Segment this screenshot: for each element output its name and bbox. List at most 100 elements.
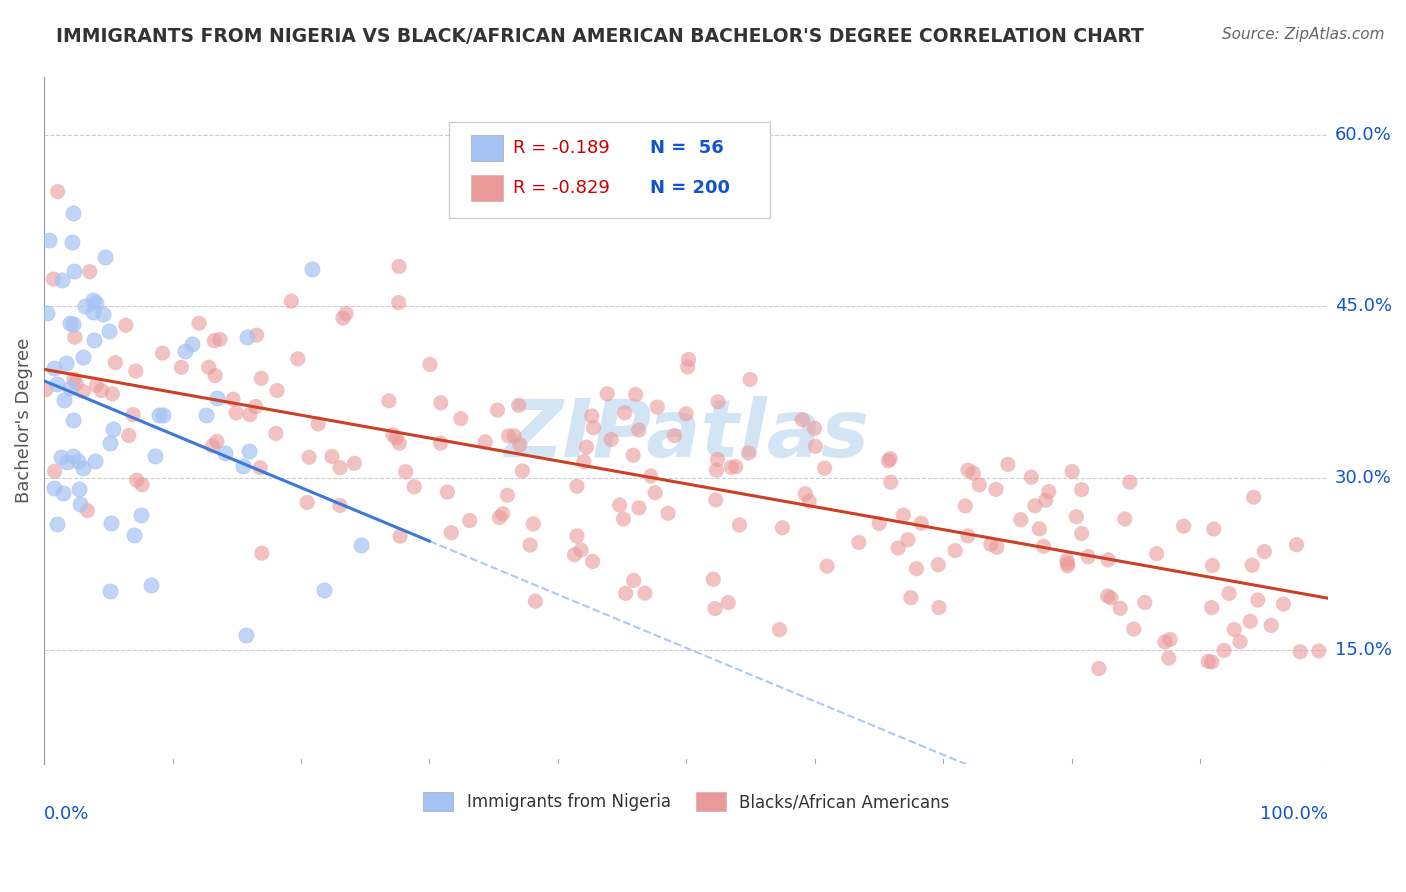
Point xyxy=(122,408,145,422)
Point xyxy=(321,450,343,464)
Point xyxy=(37,306,59,320)
Point xyxy=(62,449,84,463)
Point xyxy=(225,406,247,420)
Point xyxy=(891,508,914,523)
Point xyxy=(955,499,977,513)
Legend: Immigrants from Nigeria, Blacks/African Americans: Immigrants from Nigeria, Blacks/African … xyxy=(416,785,956,818)
Point xyxy=(645,400,668,414)
Point xyxy=(208,333,231,347)
Point xyxy=(794,487,817,501)
Point xyxy=(122,528,145,542)
Point xyxy=(419,357,441,371)
Point xyxy=(492,507,515,521)
Point xyxy=(512,464,534,478)
Point xyxy=(1241,558,1264,573)
Point xyxy=(815,559,838,574)
Point xyxy=(624,387,647,401)
Text: 60.0%: 60.0% xyxy=(1334,126,1392,144)
Point xyxy=(887,541,910,555)
Point xyxy=(720,460,742,475)
Point xyxy=(1119,475,1142,490)
Point xyxy=(804,439,827,453)
Point xyxy=(131,477,153,491)
Point xyxy=(205,434,228,449)
Point xyxy=(90,384,112,398)
Point xyxy=(114,318,136,333)
Point xyxy=(44,464,66,478)
Point xyxy=(101,386,124,401)
Point xyxy=(55,356,77,370)
Point xyxy=(307,417,329,431)
Point xyxy=(1153,635,1175,649)
Point xyxy=(429,396,451,410)
Text: 0.0%: 0.0% xyxy=(44,805,90,823)
Point xyxy=(879,451,901,466)
Point xyxy=(201,439,224,453)
Point xyxy=(404,480,426,494)
Point xyxy=(1019,470,1042,484)
Text: 100.0%: 100.0% xyxy=(1260,805,1329,823)
Point xyxy=(350,538,373,552)
Point xyxy=(194,409,217,423)
Point xyxy=(986,540,1008,554)
Point xyxy=(706,452,728,467)
Point xyxy=(125,364,148,378)
Point xyxy=(125,473,148,487)
Point xyxy=(139,578,162,592)
Text: IMMIGRANTS FROM NIGERIA VS BLACK/AFRICAN AMERICAN BACHELOR'S DEGREE CORRELATION : IMMIGRANTS FROM NIGERIA VS BLACK/AFRICAN… xyxy=(56,27,1144,45)
Point xyxy=(1197,655,1219,669)
Point xyxy=(900,591,922,605)
Point xyxy=(214,446,236,460)
Point xyxy=(44,481,66,495)
Point xyxy=(657,506,679,520)
Point xyxy=(56,455,79,469)
Point xyxy=(1213,643,1236,657)
Point xyxy=(1157,651,1180,665)
FancyBboxPatch shape xyxy=(449,122,769,219)
Point xyxy=(980,537,1002,551)
Point xyxy=(519,538,541,552)
Point xyxy=(94,250,117,264)
Point xyxy=(62,264,84,278)
Text: N = 200: N = 200 xyxy=(651,179,730,197)
Point xyxy=(42,360,65,375)
Point xyxy=(581,554,603,568)
Point xyxy=(51,273,73,287)
Point xyxy=(486,403,509,417)
Point xyxy=(1109,601,1132,615)
Point xyxy=(62,317,84,331)
Point xyxy=(202,334,225,348)
Point xyxy=(395,465,418,479)
Point xyxy=(1024,499,1046,513)
Point xyxy=(704,492,727,507)
Point xyxy=(245,400,267,414)
Point xyxy=(236,330,259,344)
Point xyxy=(984,483,1007,497)
Point xyxy=(1247,593,1270,607)
Point xyxy=(581,409,603,423)
Point xyxy=(381,428,404,442)
Point xyxy=(72,350,94,364)
Text: 45.0%: 45.0% xyxy=(1334,297,1392,316)
Point xyxy=(84,454,107,468)
Point xyxy=(235,627,257,641)
Point xyxy=(312,583,335,598)
Point xyxy=(343,456,366,470)
Point xyxy=(814,461,837,475)
Text: Source: ZipAtlas.com: Source: ZipAtlas.com xyxy=(1222,27,1385,42)
Point xyxy=(572,455,595,469)
Point xyxy=(232,458,254,473)
Point xyxy=(1010,513,1032,527)
Point xyxy=(524,594,547,608)
Point xyxy=(173,343,195,358)
Point xyxy=(63,330,86,344)
Point xyxy=(76,504,98,518)
Point xyxy=(1056,558,1078,573)
Point xyxy=(1260,618,1282,632)
Point xyxy=(905,562,928,576)
Point xyxy=(131,508,153,523)
Point xyxy=(627,423,650,437)
Point xyxy=(621,448,644,462)
Point xyxy=(53,392,76,407)
Point xyxy=(596,386,619,401)
